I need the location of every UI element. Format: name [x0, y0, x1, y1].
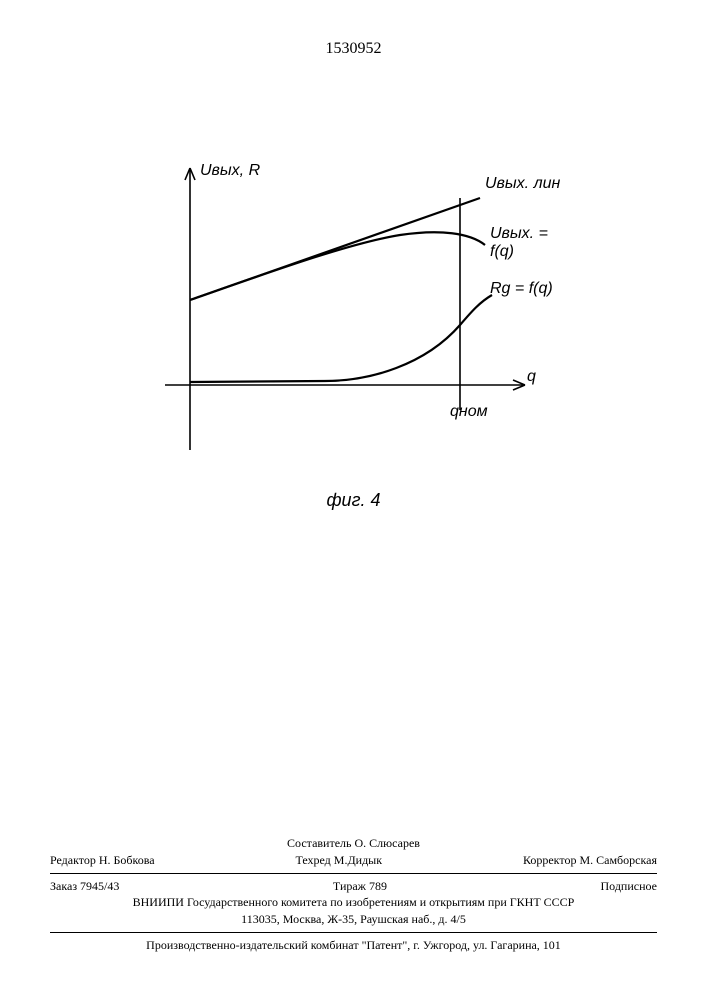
chart-svg — [120, 150, 570, 480]
corrector-name: М. Самборская — [579, 853, 657, 867]
chart: Uвых, R Uвых. лин Uвых. = f(q) Rg = f(q)… — [120, 150, 570, 480]
hr-1 — [50, 873, 657, 874]
corrector-label: Корректор — [523, 853, 577, 867]
corrector: Корректор М. Самборская — [523, 852, 657, 869]
curve-output-fn-label: Uвых. = f(q) — [490, 225, 570, 261]
circulation: Тираж 789 — [333, 878, 387, 895]
x-tick-label: qном — [450, 403, 488, 421]
curve-output-fn — [190, 232, 485, 300]
compiler-name: О. Слюсарев — [355, 836, 420, 850]
figure-caption: фиг. 4 — [327, 490, 381, 511]
tech-editor-name: М.Дидык — [334, 853, 382, 867]
curve-r-fn — [190, 295, 492, 382]
hr-2 — [50, 932, 657, 933]
curve-linear-label: Uвых. лин — [485, 175, 560, 193]
tech-editor: Техред М.Дидык — [295, 852, 382, 869]
org-line2: 113035, Москва, Ж-35, Раушская наб., д. … — [50, 911, 657, 928]
production-line: Производственно-издательский комбинат "П… — [50, 937, 657, 954]
compiler-line: Составитель О. Слюсарев — [50, 835, 657, 852]
footer: Составитель О. Слюсарев Редактор Н. Бобк… — [50, 835, 657, 954]
tech-editor-label: Техред — [295, 853, 330, 867]
compiler-label: Составитель — [287, 836, 351, 850]
x-axis-label: q — [527, 368, 536, 386]
y-axis-label: Uвых, R — [200, 162, 260, 180]
credits-row: Редактор Н. Бобкова Техред М.Дидык Корре… — [50, 852, 657, 869]
curve-r-fn-label: Rg = f(q) — [490, 280, 553, 298]
editor: Редактор Н. Бобкова — [50, 852, 155, 869]
org-line1: ВНИИПИ Государственного комитета по изоб… — [50, 894, 657, 911]
page-number: 1530952 — [326, 40, 382, 58]
editor-name: Н. Бобкова — [99, 853, 155, 867]
subscription: Подписное — [601, 878, 658, 895]
print-row: Заказ 7945/43 Тираж 789 Подписное — [50, 878, 657, 895]
order: Заказ 7945/43 — [50, 878, 119, 895]
editor-label: Редактор — [50, 853, 96, 867]
